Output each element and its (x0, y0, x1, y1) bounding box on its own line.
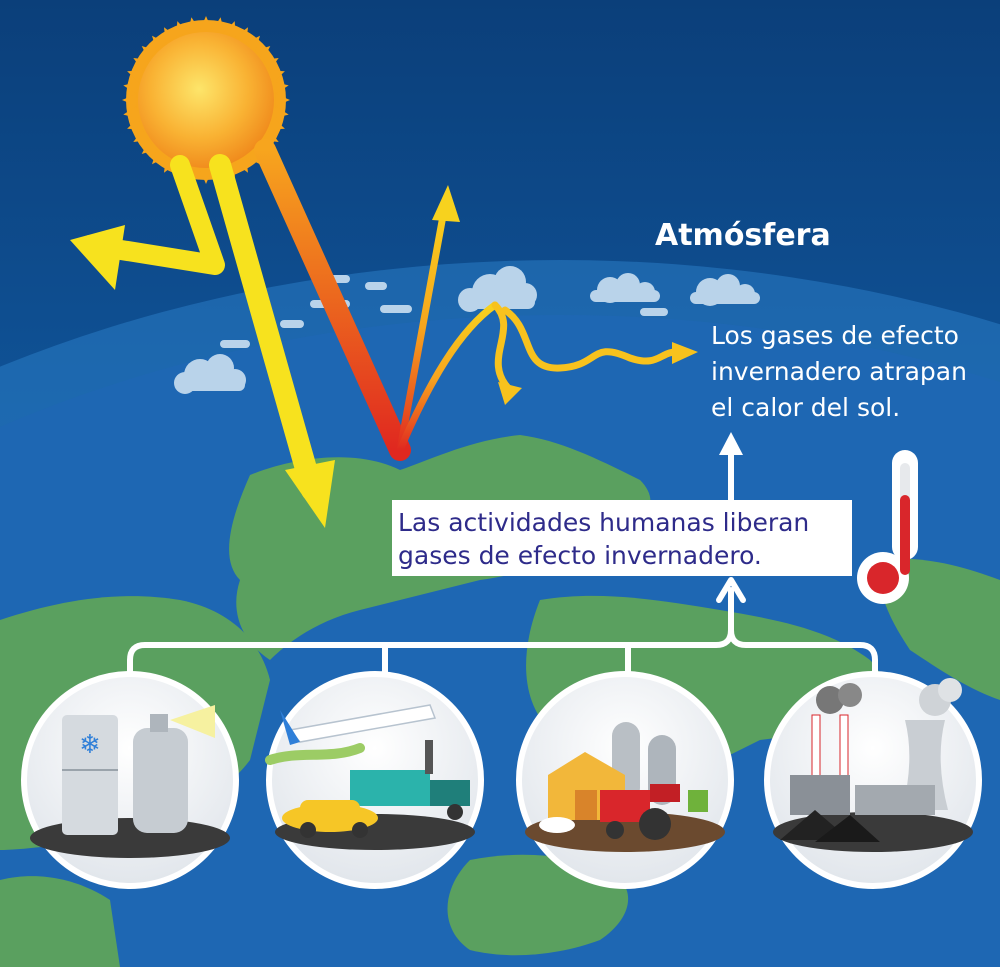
sun-spike (224, 21, 236, 37)
sun-spike (246, 35, 260, 51)
sun-spike (152, 149, 166, 165)
sun-spike (152, 35, 166, 51)
source-transport (265, 671, 484, 889)
thermometer-icon (857, 450, 918, 604)
heating-ray (254, 139, 411, 461)
human-activities-caption: Las actividades humanas liberan gases de… (398, 506, 809, 572)
refrigerator-aerosol-icon: ❄ (62, 705, 215, 835)
trap-heat-caption: Los gases de efecto invernadero atrapan … (711, 318, 967, 426)
atmosphere-label: Atmósfera (655, 218, 831, 253)
sun-spike (133, 58, 149, 71)
sun-spike (176, 21, 188, 37)
incoming-ray-arrow (209, 154, 335, 528)
sun-spike (187, 17, 200, 33)
trap-heat-line: Los gases de efecto (711, 321, 959, 350)
transport-icon (265, 704, 470, 838)
human-activities-line: gases de efecto invernadero. (398, 541, 762, 570)
sun-spike (127, 118, 143, 130)
sun-spike (273, 106, 289, 119)
escaping-heat-arrow (396, 185, 460, 454)
sun-spike (164, 27, 177, 43)
sun-spike (269, 118, 285, 130)
sun-spike (212, 17, 225, 33)
sun-spike (235, 157, 248, 173)
sun-spike (123, 81, 139, 94)
sun-spike (269, 70, 285, 82)
reflected-ray-arrow (70, 155, 225, 290)
sun-spike (122, 93, 137, 107)
human-activities-line: Las actividades humanas liberan (398, 508, 810, 537)
sun-spike (273, 81, 289, 94)
svg-text:❄: ❄ (79, 730, 101, 760)
power-plant-icon (780, 678, 962, 842)
sun-spike (199, 169, 213, 184)
sun-spike (127, 70, 143, 82)
farm-icon (539, 722, 708, 840)
sun-spike (199, 16, 213, 31)
sun-spike (141, 140, 157, 154)
sun-spike (255, 46, 271, 60)
sun-spike (235, 27, 248, 43)
sun-spike (263, 129, 279, 142)
emission-up-arrow (719, 432, 743, 500)
source-farm (516, 671, 734, 889)
clouds (174, 266, 760, 394)
trap-heat-line: invernadero atrapan (711, 357, 967, 386)
sun-spike (141, 46, 157, 60)
sun-icon (122, 16, 290, 184)
sun-spike (263, 58, 279, 71)
source-power-plant (764, 671, 982, 889)
trapped-heat-arrows (396, 301, 698, 454)
human-activities-box (392, 500, 852, 576)
source-refrigerator-aerosol: ❄ (21, 671, 239, 889)
sun-spike (123, 106, 139, 119)
sun-spike (275, 93, 290, 107)
sun-spike (133, 129, 149, 142)
trap-heat-line: el calor del sol. (711, 393, 901, 422)
